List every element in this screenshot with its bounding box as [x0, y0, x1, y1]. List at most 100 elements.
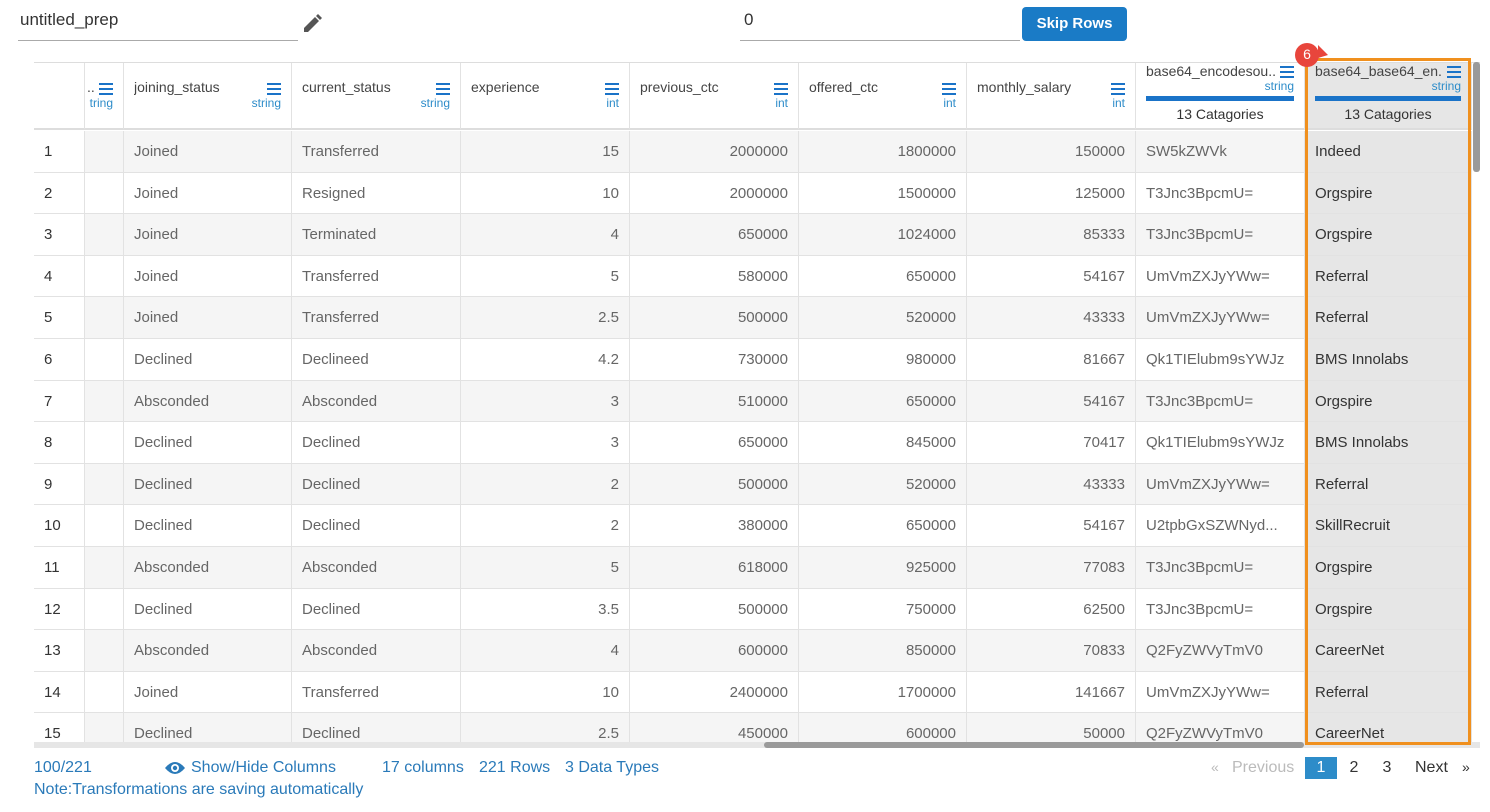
edit-icon[interactable] — [301, 13, 323, 35]
page-button[interactable]: 3 — [1382, 759, 1392, 776]
column-menu[interactable] — [1280, 66, 1294, 78]
data-cell: 1500000 — [799, 172, 967, 215]
column-name: monthly_salary — [977, 79, 1072, 95]
clipped-cell — [85, 713, 124, 746]
data-cell: T3Jnc3BpcmU= — [1136, 588, 1305, 631]
data-cell: Joined — [124, 172, 292, 215]
data-cell: Orgspire — [1305, 172, 1472, 215]
row-index: 4 — [34, 255, 85, 298]
column-menu[interactable] — [99, 83, 113, 95]
data-cell: 43333 — [967, 463, 1136, 506]
data-cell: 85333 — [967, 214, 1136, 256]
column-header[interactable]: previous_ctc int — [630, 63, 799, 130]
column-name: .. — [87, 79, 95, 95]
data-cell: 2.5 — [461, 297, 630, 339]
column-header[interactable]: experience int — [461, 63, 630, 130]
column-menu[interactable] — [267, 83, 281, 95]
data-cell: Joined — [124, 255, 292, 298]
column-menu[interactable] — [605, 83, 619, 95]
data-cell: CareerNet — [1305, 630, 1472, 672]
column-header[interactable]: base64_encodesou... string 13 Catagories — [1136, 63, 1305, 130]
first-page[interactable]: « — [1211, 759, 1219, 775]
data-cell: Orgspire — [1305, 380, 1472, 423]
data-cell: Declined — [292, 463, 461, 506]
column-type: string — [420, 96, 450, 110]
last-page[interactable]: » — [1462, 759, 1470, 775]
data-cell: Qk1TIElubm9sYWJz — [1136, 339, 1305, 381]
data-cell: 54167 — [967, 505, 1136, 547]
skip-rows-button[interactable]: Skip Rows — [1022, 7, 1127, 41]
eye-icon — [165, 762, 185, 774]
data-cell: 15 — [461, 131, 630, 173]
step-badge: 6 — [1303, 46, 1311, 62]
data-cell: 650000 — [799, 380, 967, 423]
data-cell: 2 — [461, 505, 630, 547]
row-index: 2 — [34, 172, 85, 215]
data-cell: Orgspire — [1305, 588, 1472, 631]
column-header[interactable]: offered_ctc int — [799, 63, 967, 130]
data-cell: Qk1TIElubm9sYWJz — [1136, 422, 1305, 464]
column-type: int — [606, 96, 619, 110]
data-cell: 2400000 — [630, 671, 799, 714]
data-cell: 125000 — [967, 172, 1136, 215]
data-cell: CareerNet — [1305, 713, 1472, 746]
column-menu[interactable] — [1111, 83, 1125, 95]
page-button[interactable]: 1 — [1305, 757, 1337, 779]
column-header[interactable]: monthly_salary int — [967, 63, 1136, 130]
data-cell: Absconded — [124, 630, 292, 672]
data-cell: 4.2 — [461, 339, 630, 381]
row-index: 8 — [34, 422, 85, 464]
clipped-cell — [85, 463, 124, 506]
column-type: string — [251, 96, 281, 110]
data-cell: Declined — [124, 463, 292, 506]
skip-count[interactable]: 0 — [744, 10, 754, 29]
data-cell: T3Jnc3BpcmU= — [1136, 547, 1305, 589]
data-cell: 450000 — [630, 713, 799, 746]
column-menu[interactable] — [942, 83, 956, 95]
index-header — [34, 63, 85, 130]
category-count: 13 Catagories — [1176, 106, 1264, 122]
column-name: current_status — [302, 79, 391, 95]
save-note: Note:Transformations are saving automati… — [34, 781, 364, 798]
data-cell: Declined — [292, 422, 461, 464]
category-bar — [1315, 96, 1461, 101]
data-cell: Resigned — [292, 172, 461, 215]
column-header[interactable]: base64_base64_en... string 13 Catagories — [1305, 63, 1472, 130]
data-cell: Referral — [1305, 255, 1472, 298]
skip-underline — [740, 40, 1020, 41]
data-cell: Transferred — [292, 255, 461, 298]
data-cell: Referral — [1305, 671, 1472, 714]
column-header[interactable]: joining_status string — [124, 63, 292, 130]
data-cell: Declined — [292, 713, 461, 746]
clipped-cell — [85, 422, 124, 464]
column-menu[interactable] — [436, 83, 450, 95]
page-button[interactable]: 2 — [1349, 759, 1359, 776]
data-cell: Declined — [292, 588, 461, 631]
recipe-name[interactable]: untitled_prep — [20, 10, 119, 29]
previous-page[interactable]: Previous — [1232, 759, 1295, 776]
data-cell: 50000 — [967, 713, 1136, 746]
data-cell: 3 — [461, 422, 630, 464]
data-cell: Orgspire — [1305, 547, 1472, 589]
column-type: string — [1431, 79, 1461, 93]
row-index: 11 — [34, 547, 85, 589]
clipped-cell — [85, 671, 124, 714]
next-page[interactable]: Next — [1415, 759, 1448, 776]
data-cell: 845000 — [799, 422, 967, 464]
data-grid: .. tring joining_status string current_statu… — [34, 62, 1480, 746]
row-index: 1 — [34, 131, 85, 173]
data-cell: 650000 — [799, 255, 967, 298]
column-header[interactable]: .. tring — [85, 63, 124, 130]
data-cell: T3Jnc3BpcmU= — [1136, 214, 1305, 256]
data-cell: 5 — [461, 547, 630, 589]
column-menu[interactable] — [1447, 66, 1461, 78]
data-cell: 520000 — [799, 297, 967, 339]
show-hide-columns[interactable]: Show/Hide Columns — [191, 759, 336, 776]
data-cell: Referral — [1305, 297, 1472, 339]
column-menu[interactable] — [774, 83, 788, 95]
v-scroll-thumb[interactable] — [1473, 62, 1480, 172]
clipped-cell — [85, 380, 124, 423]
clipped-cell — [85, 547, 124, 589]
h-scroll-thumb[interactable] — [764, 742, 1304, 748]
